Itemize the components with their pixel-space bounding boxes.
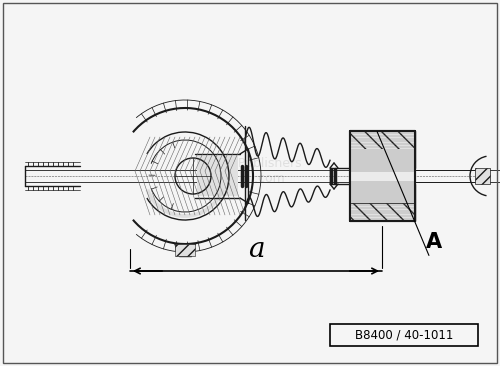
Bar	[330, 324, 478, 346]
Text: B8400 / 40-1011: B8400 / 40-1011	[355, 329, 453, 341]
Text: a: a	[248, 236, 264, 263]
Bar	[350, 203, 415, 221]
Bar	[350, 172, 415, 180]
Bar	[175, 244, 195, 256]
Bar	[350, 131, 415, 149]
Bar	[350, 180, 415, 203]
Bar	[197, 156, 238, 196]
Bar	[475, 168, 490, 184]
Bar	[350, 149, 415, 172]
Text: Ellis Publishers
       .com: Ellis Publishers .com	[208, 157, 302, 185]
Text: A: A	[426, 232, 442, 252]
Wedge shape	[146, 189, 224, 218]
